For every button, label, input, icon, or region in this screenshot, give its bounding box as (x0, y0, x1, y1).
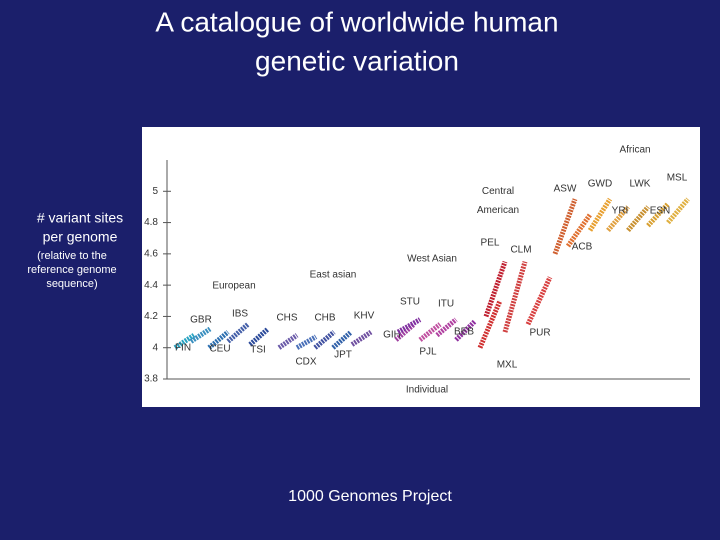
population-label: CHS (276, 313, 297, 324)
population-label: PJL (419, 347, 437, 358)
population-label: LWK (630, 179, 651, 190)
y-tick-label: 4.8 (144, 217, 158, 228)
population-strip (331, 330, 353, 350)
y-label: # variant sites (37, 210, 123, 226)
group-label: West Asian (407, 254, 457, 265)
population-strip (435, 317, 458, 338)
y-tick-label: 5 (152, 186, 158, 197)
population-strip (646, 202, 670, 228)
y-tick-label: 4 (152, 342, 158, 353)
population-label: JPT (334, 350, 352, 361)
population-strip (173, 333, 196, 350)
y-note: reference genome (27, 264, 116, 276)
population-strip (454, 319, 477, 342)
population-label: PUR (529, 328, 550, 339)
population-label: ITU (438, 299, 454, 310)
population-strip (477, 299, 503, 349)
population-strip (396, 317, 422, 335)
group-label: European (212, 281, 255, 292)
population-strip (587, 197, 613, 232)
title-line: genetic variation (255, 45, 459, 76)
population-label: ACB (572, 242, 593, 253)
group-label: Central American (477, 186, 519, 216)
group-label: African (619, 145, 650, 156)
population-label: STU (400, 297, 420, 308)
population-strip (350, 329, 373, 347)
population-strip (502, 260, 528, 333)
population-strip (565, 213, 593, 248)
population-strip (313, 330, 336, 350)
population-strip (295, 334, 318, 350)
population-strip (552, 198, 578, 255)
population-strip (226, 322, 250, 344)
population-strip (483, 260, 508, 318)
plot: Individual 3.8 4 4.2 4.4 4.6 4.8 5 FIN GBR CEU IBS… (144, 145, 690, 396)
y-tick-label: 4.4 (144, 280, 158, 291)
population-strip (189, 326, 212, 344)
population-label: TSI (250, 345, 266, 356)
footer: 1000 Genomes Project (288, 488, 452, 505)
population-label: BEB (454, 327, 474, 338)
population-label: GWD (588, 179, 612, 190)
title-line: A catalogue of worldwide human (155, 6, 558, 37)
y-tick-label: 4.2 (144, 311, 158, 322)
population-label: CLM (510, 245, 531, 256)
population-label: CEU (209, 344, 230, 355)
population-label: CHB (314, 313, 335, 324)
population-label: IBS (232, 309, 248, 320)
population-strip (666, 197, 690, 225)
population-strip (418, 322, 442, 342)
population-strip (277, 333, 299, 350)
population-label: KHV (354, 311, 375, 322)
y-label: per genome (43, 229, 118, 245)
population-label: MXL (497, 360, 518, 371)
x-label: Individual (406, 385, 448, 396)
y-note: sequence) (46, 278, 97, 290)
y-tick-label: 4.6 (144, 248, 158, 259)
population-label: PEL (481, 238, 500, 249)
population-strip (207, 330, 230, 350)
population-label: FIN (175, 343, 191, 354)
population-strip (248, 327, 270, 347)
population-label: GIH (383, 330, 401, 341)
population-strip (606, 205, 630, 233)
population-strip (525, 276, 553, 326)
population-label: ASW (554, 184, 577, 195)
population-strip (626, 205, 650, 233)
population-label: ESN (650, 206, 671, 217)
y-tick-label: 3.8 (144, 374, 158, 385)
chart-panel (142, 127, 700, 407)
population-label: GBR (190, 315, 212, 326)
group-label: East asian (310, 270, 357, 281)
population-label: MSL (667, 173, 688, 184)
population-label: CDX (295, 357, 316, 368)
population-label: YRI (612, 206, 629, 217)
y-note: (relative to the (37, 250, 107, 262)
